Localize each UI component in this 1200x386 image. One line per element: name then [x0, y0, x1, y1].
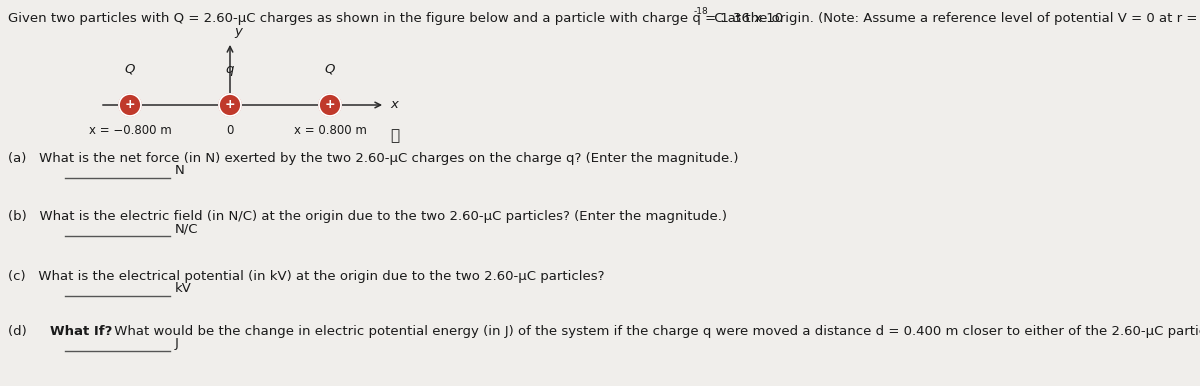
Text: ⓘ: ⓘ [390, 128, 400, 143]
Text: N: N [175, 164, 185, 177]
Text: Given two particles with Q = 2.60-μC charges as shown in the figure below and a : Given two particles with Q = 2.60-μC cha… [8, 12, 784, 25]
Text: (b)   What is the electric field (in N/C) at the origin due to the two 2.60-μC p: (b) What is the electric field (in N/C) … [8, 210, 727, 223]
Circle shape [119, 94, 142, 116]
Text: C at the origin. (Note: Assume a reference level of potential V = 0 at r = ∞.): C at the origin. (Note: Assume a referen… [710, 12, 1200, 25]
Text: x = 0.800 m: x = 0.800 m [294, 124, 366, 137]
Text: Q: Q [125, 63, 136, 76]
Text: y: y [234, 25, 242, 38]
Circle shape [220, 94, 241, 116]
Text: q: q [226, 63, 234, 76]
Text: Q: Q [325, 63, 335, 76]
Text: (a)   What is the net force (in N) exerted by the two 2.60-μC charges on the cha: (a) What is the net force (in N) exerted… [8, 152, 738, 165]
Text: What would be the change in electric potential energy (in J) of the system if th: What would be the change in electric pot… [110, 325, 1200, 338]
Text: +: + [325, 98, 335, 112]
Text: x = −0.800 m: x = −0.800 m [89, 124, 172, 137]
Text: x: x [390, 98, 398, 112]
Text: (c)   What is the electrical potential (in kV) at the origin due to the two 2.60: (c) What is the electrical potential (in… [8, 270, 605, 283]
Text: kV: kV [175, 282, 192, 295]
Text: J: J [175, 337, 179, 350]
Text: -18: -18 [694, 7, 709, 16]
Text: +: + [125, 98, 136, 112]
Text: N/C: N/C [175, 222, 198, 235]
Text: What If?: What If? [50, 325, 113, 338]
Circle shape [319, 94, 341, 116]
Text: +: + [224, 98, 235, 112]
Text: (d): (d) [8, 325, 40, 338]
Text: 0: 0 [227, 124, 234, 137]
